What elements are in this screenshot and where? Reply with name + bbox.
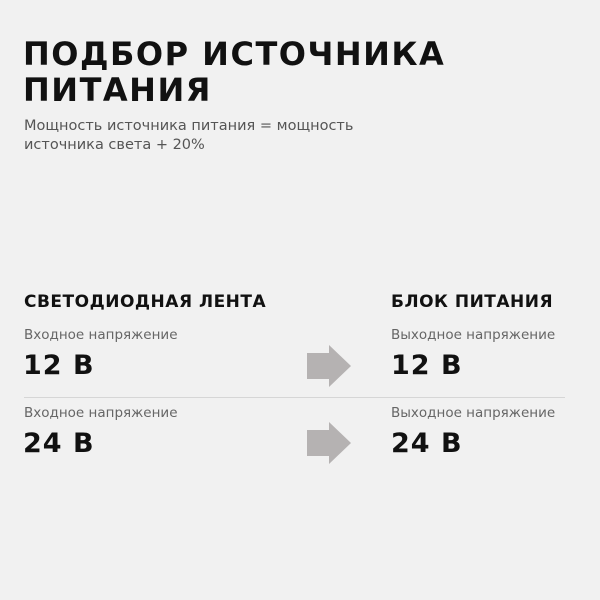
left-label: Входное напряжение — [24, 327, 178, 343]
subtitle: Мощность источника питания = мощность ис… — [24, 118, 354, 153]
left-label: Входное напряжение — [24, 405, 178, 421]
led-strip-header: СВЕТОДИОДНАЯ ЛЕНТА — [24, 292, 267, 312]
title-line-2: ПИТАНИЯ — [23, 71, 212, 109]
left-value: 24 В — [23, 428, 95, 459]
left-value: 12 В — [23, 350, 95, 381]
right-label: Выходное напряжение — [391, 405, 556, 421]
power-supply-header: БЛОК ПИТАНИЯ — [391, 292, 554, 312]
arrow-right-icon — [307, 422, 351, 464]
page-title: ПОДБОР ИСТОЧНИКА ПИТАНИЯ — [23, 36, 445, 108]
right-label: Выходное напряжение — [391, 327, 556, 343]
arrow-right-icon — [307, 345, 351, 387]
right-value: 24 В — [391, 428, 463, 459]
right-value: 12 В — [391, 350, 463, 381]
title-line-1: ПОДБОР ИСТОЧНИКА — [23, 35, 446, 73]
divider — [24, 397, 565, 398]
